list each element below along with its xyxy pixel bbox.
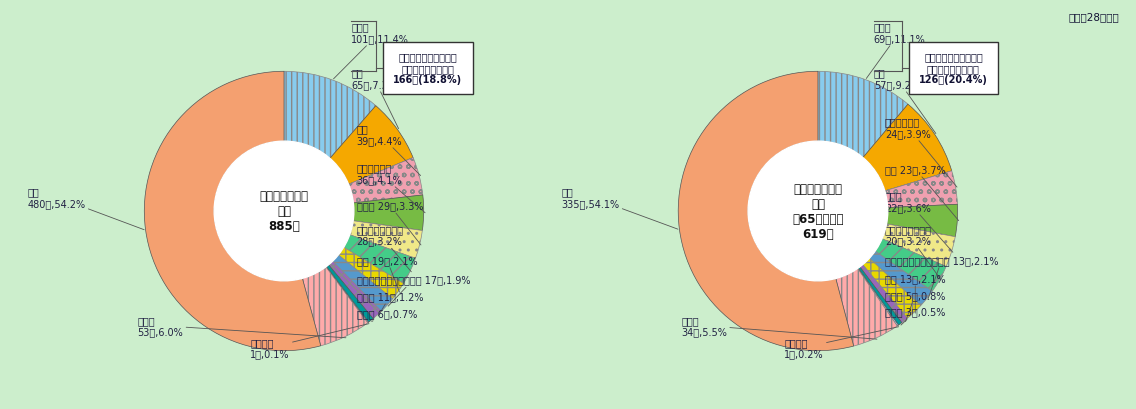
Wedge shape <box>882 224 955 267</box>
Text: 住宅火災による
死者
885人: 住宅火災による 死者 885人 <box>259 190 309 233</box>
Text: 寝具類及び衣類に着火
した火災による死者
166人(18.8%): 寝具類及び衣類に着火 した火災による死者 166人(18.8%) <box>393 52 462 85</box>
Wedge shape <box>886 205 958 237</box>
Text: 繊維類
22人,3.6%: 繊維類 22人,3.6% <box>885 191 953 253</box>
Wedge shape <box>353 196 424 231</box>
Wedge shape <box>885 171 958 208</box>
Wedge shape <box>860 265 908 323</box>
Text: 家具類 11人,1.2%: 家具類 11人,1.2% <box>357 292 423 316</box>
Wedge shape <box>284 72 376 159</box>
Text: 衣類
65人,7.3%: 衣類 65人,7.3% <box>351 68 399 129</box>
Wedge shape <box>326 267 368 323</box>
Text: 不明
480人,54.2%: 不明 480人,54.2% <box>27 187 144 230</box>
Text: 繊維類 29人,3.3%: 繊維類 29人,3.3% <box>357 201 423 245</box>
Wedge shape <box>329 106 414 185</box>
Text: カーテン・じゅうたん類 13人,2.1%: カーテン・じゅうたん類 13人,2.1% <box>885 255 999 300</box>
Text: 天ぷら油
1人,0.1%: 天ぷら油 1人,0.1% <box>250 324 369 358</box>
Text: 寝具類及び衣類に着火
した火災による死者
126人(20.4%): 寝具類及び衣類に着火 した火災による死者 126人(20.4%) <box>919 52 988 85</box>
Text: 紙類 19人,2.1%: 紙類 19人,2.1% <box>357 255 417 292</box>
Wedge shape <box>302 267 368 346</box>
Text: その他
34人,5.5%: その他 34人,5.5% <box>682 315 877 339</box>
Wedge shape <box>349 158 423 203</box>
Wedge shape <box>678 72 853 351</box>
Wedge shape <box>339 247 403 299</box>
Text: 家具類 5人,0.8%: 家具類 5人,0.8% <box>885 290 945 322</box>
Text: 紙類 13人,2.1%: 紙類 13人,2.1% <box>885 273 945 313</box>
Circle shape <box>215 142 353 281</box>
Text: ガソリン・灯油類
20人,3.2%: ガソリン・灯油類 20人,3.2% <box>885 225 941 280</box>
Wedge shape <box>350 221 423 259</box>
Wedge shape <box>818 72 908 158</box>
Wedge shape <box>326 265 373 322</box>
Wedge shape <box>836 269 897 346</box>
Wedge shape <box>344 235 416 284</box>
Wedge shape <box>144 72 320 351</box>
Text: 屑類
39人,4.4%: 屑類 39人,4.4% <box>357 124 420 176</box>
Text: 内装・建具類
36人,4.1%: 内装・建具類 36人,4.1% <box>357 163 425 213</box>
Text: 寝具類
101人,11.4%: 寝具類 101人,11.4% <box>334 22 409 80</box>
Text: カーテン・じゅうたん類 17人,1.9%: カーテン・じゅうたん類 17人,1.9% <box>357 275 470 306</box>
Text: 衣類
57人,9.2%: 衣類 57人,9.2% <box>874 68 936 134</box>
Wedge shape <box>328 261 382 319</box>
Text: 屑類 23人,3.7%: 屑類 23人,3.7% <box>885 165 959 221</box>
Text: （平成28年中）: （平成28年中） <box>1068 12 1119 22</box>
Wedge shape <box>858 267 902 326</box>
FancyBboxPatch shape <box>383 43 473 94</box>
Text: 天ぷら油
1人,0.2%: 天ぷら油 1人,0.2% <box>784 327 899 358</box>
Text: ガス類 6人,0.7%: ガス類 6人,0.7% <box>357 308 417 322</box>
Text: ガス類 3人,0.5%: ガス類 3人,0.5% <box>885 307 945 325</box>
Text: 内装・建具類
24人,3.9%: 内装・建具類 24人,3.9% <box>885 117 957 188</box>
Wedge shape <box>863 105 952 191</box>
Text: ガソリン・灯油類
28人,3.2%: ガソリン・灯油類 28人,3.2% <box>357 225 411 272</box>
Text: 不明
335人,54.1%: 不明 335人,54.1% <box>561 187 678 229</box>
FancyBboxPatch shape <box>909 43 999 94</box>
Circle shape <box>749 142 887 281</box>
Wedge shape <box>875 239 946 292</box>
Wedge shape <box>862 258 921 319</box>
Text: 住宅火災による
死者
（65歳以上）
619人: 住宅火災による 死者 （65歳以上） 619人 <box>792 182 844 240</box>
Text: その他
53人,6.0%: その他 53人,6.0% <box>137 315 346 338</box>
Wedge shape <box>858 268 899 326</box>
Text: 寝具類
69人,11.1%: 寝具類 69人,11.1% <box>867 22 926 79</box>
Wedge shape <box>333 255 393 312</box>
Wedge shape <box>869 252 933 306</box>
